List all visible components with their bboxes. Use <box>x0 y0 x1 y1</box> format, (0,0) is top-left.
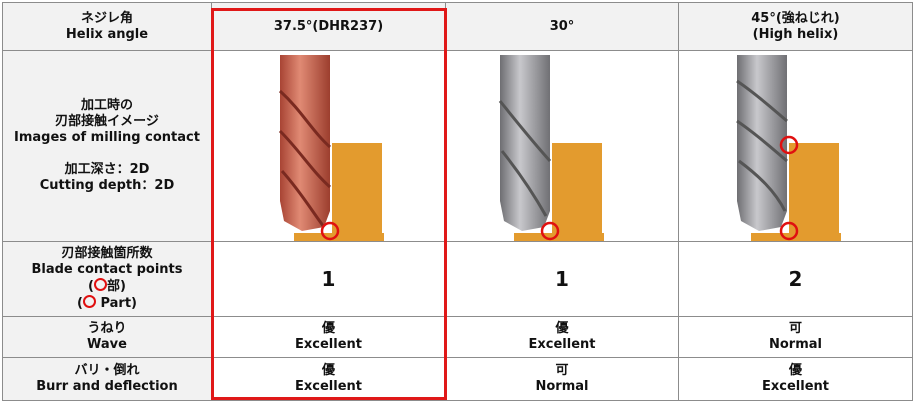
table-row: 刃部接触箇所数 Blade contact points ( 部) ( Part)… <box>2 241 913 317</box>
text: バリ・倒れ <box>74 363 140 378</box>
text: Blade contact points <box>31 262 183 277</box>
image-row: 加工時の 刃部接触イメージ Images of milling contact … <box>2 50 913 242</box>
text: 1 <box>555 267 569 291</box>
cell: 2 <box>678 241 913 317</box>
cell: 優 Excellent <box>211 316 446 358</box>
cell: 1 <box>445 241 679 317</box>
text: 30° <box>549 18 575 34</box>
text: Images of milling contact <box>14 130 200 145</box>
text: 優 <box>321 363 335 378</box>
text: Excellent <box>528 337 596 352</box>
text: Excellent <box>762 379 829 394</box>
milling-image <box>498 55 604 241</box>
text: 37.5°(DHR237) <box>273 18 384 34</box>
image-cell <box>445 50 679 242</box>
text: Part) <box>95 296 137 311</box>
cell: 優 Excellent <box>678 357 913 401</box>
highlight-box <box>211 8 447 400</box>
image-cell <box>678 50 913 242</box>
row-label: うねり Wave <box>2 316 212 358</box>
header-cell: 30° <box>445 2 679 51</box>
text: 可 <box>555 363 569 378</box>
text: Cutting depth：2D <box>39 178 175 193</box>
text: うねり <box>87 321 127 336</box>
table-row: バリ・倒れ Burr and deflection 優 Excellent 可 Nor… <box>2 357 913 401</box>
text: (High helix) <box>752 26 839 42</box>
row-label: 加工時の 刃部接触イメージ Images of milling contact … <box>2 50 212 242</box>
text: 優 <box>321 321 335 336</box>
text: 刃部接触箇所数 <box>61 246 153 261</box>
cell: 可 Normal <box>445 357 679 401</box>
cell: 1 <box>211 241 446 317</box>
text: Helix angle <box>65 26 149 42</box>
text: Excellent <box>295 337 362 352</box>
image-cell <box>211 50 446 242</box>
milling-image <box>736 55 841 241</box>
text: Burr and deflection <box>36 379 178 394</box>
text: 加工時の <box>80 98 133 113</box>
row-label: バリ・倒れ Burr and deflection <box>2 357 212 401</box>
text: 優 <box>555 321 569 336</box>
text: 刃部接触イメージ <box>55 114 159 129</box>
text: 部) <box>107 279 126 294</box>
text: 45°(強ねじれ) <box>751 10 840 26</box>
text: Wave <box>87 337 127 352</box>
text: 可 <box>788 321 802 336</box>
header-row: ネジレ角 Helix angle 37.5°(DHR237) 30° 45°(強ね… <box>2 2 913 51</box>
text: Excellent <box>295 379 362 394</box>
table-row: うねり Wave 優 Excellent 優 Excellent 可 Normal <box>2 316 913 358</box>
text: 2 <box>788 267 803 291</box>
contact-mark <box>94 278 107 291</box>
text-line: ( 部) <box>3 278 211 295</box>
contact-mark <box>82 295 96 308</box>
cell: 優 Excellent <box>445 316 679 358</box>
text: 優 <box>788 363 802 378</box>
header-label: ネジレ角 Helix angle <box>2 2 212 51</box>
text: 1 <box>321 267 336 291</box>
text: ネジレ角 <box>80 10 133 26</box>
milling-image <box>278 55 384 241</box>
text-line: ( Part) <box>3 295 211 312</box>
text: Normal <box>535 379 589 394</box>
row-label: 刃部接触箇所数 Blade contact points ( 部) ( Part) <box>2 241 212 317</box>
cell: 優 Excellent <box>211 357 446 401</box>
header-cell: 45°(強ねじれ) (High helix) <box>678 2 913 51</box>
text: 加工深さ：2D <box>64 162 150 177</box>
text: ( <box>77 296 83 311</box>
text: Normal <box>769 337 822 352</box>
cell: 可 Normal <box>678 316 913 358</box>
text: ( <box>88 279 94 294</box>
